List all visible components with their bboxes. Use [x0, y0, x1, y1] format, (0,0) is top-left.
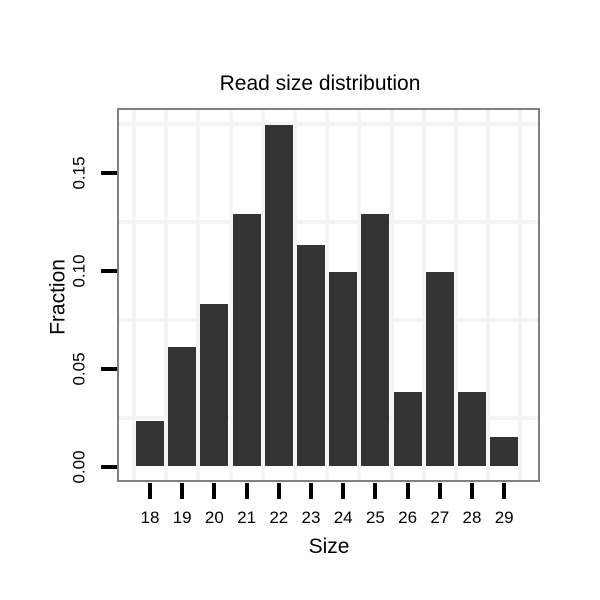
gridline-horizontal	[119, 121, 538, 126]
chart-title: Read size distribution	[219, 72, 421, 95]
x-tick-label: 26	[398, 508, 418, 527]
x-tick-mark	[309, 483, 313, 499]
x-tick-mark	[276, 483, 281, 499]
y-tick-label: 0.10	[69, 253, 89, 288]
x-tick-label: 23	[301, 508, 321, 527]
x-tick-label: 28	[462, 508, 482, 527]
panel-inner	[119, 110, 538, 480]
x-tick-mark	[373, 483, 378, 499]
x-tick-label: 20	[204, 508, 224, 527]
gridline-vertical	[421, 110, 426, 480]
bar	[297, 245, 325, 467]
x-tick-mark	[180, 483, 185, 499]
x-tick-label: 27	[430, 508, 450, 527]
x-tick-label: 25	[365, 508, 385, 527]
plot-panel	[117, 108, 540, 482]
gridline-vertical	[131, 110, 136, 480]
x-tick-label: 24	[333, 508, 353, 527]
gridline-vertical	[389, 110, 394, 480]
gridline-horizontal	[119, 219, 538, 224]
x-tick-label: 19	[172, 508, 192, 527]
bar	[264, 125, 293, 467]
x-tick-mark	[148, 483, 152, 499]
y-tick-label: 0.05	[69, 351, 89, 386]
gridline-vertical	[292, 110, 297, 480]
bar	[200, 303, 229, 467]
gridline-vertical	[260, 110, 265, 480]
gridline-vertical	[486, 110, 491, 480]
gridline-vertical	[357, 110, 362, 480]
bar	[329, 272, 358, 467]
gridline-horizontal	[119, 317, 538, 322]
x-tick-label: 21	[237, 508, 257, 527]
bar	[361, 213, 390, 467]
gridline-vertical	[164, 110, 169, 480]
x-tick-label: 29	[494, 508, 514, 527]
gridline-vertical	[196, 110, 201, 480]
x-tick-mark	[212, 483, 217, 499]
y-tick-mark	[101, 170, 117, 175]
y-tick-label: 0.15	[69, 155, 89, 190]
gridline-vertical	[453, 110, 458, 480]
x-tick-mark	[244, 483, 249, 499]
bar	[168, 346, 197, 467]
x-tick-mark	[341, 483, 346, 499]
bar	[458, 392, 486, 467]
bar	[232, 213, 261, 467]
y-tick-label: 0.00	[69, 449, 89, 484]
x-tick-mark	[502, 483, 507, 499]
y-axis-title: Fraction	[46, 259, 70, 335]
bar	[490, 437, 519, 467]
bar	[425, 272, 454, 467]
y-tick-mark	[101, 366, 117, 371]
x-tick-label: 18	[140, 508, 160, 527]
x-axis-title: Size	[308, 535, 350, 558]
gridline-vertical	[325, 110, 330, 480]
y-tick-mark	[101, 268, 117, 273]
gridline-vertical	[518, 110, 523, 480]
y-tick-mark	[101, 464, 117, 469]
gridline-horizontal	[119, 415, 538, 420]
x-tick-mark	[437, 483, 442, 499]
bar	[136, 421, 164, 467]
gridline-vertical	[228, 110, 233, 480]
x-tick-mark	[405, 483, 410, 499]
x-tick-label: 22	[269, 508, 289, 527]
x-tick-mark	[470, 483, 474, 499]
bar	[393, 392, 422, 467]
